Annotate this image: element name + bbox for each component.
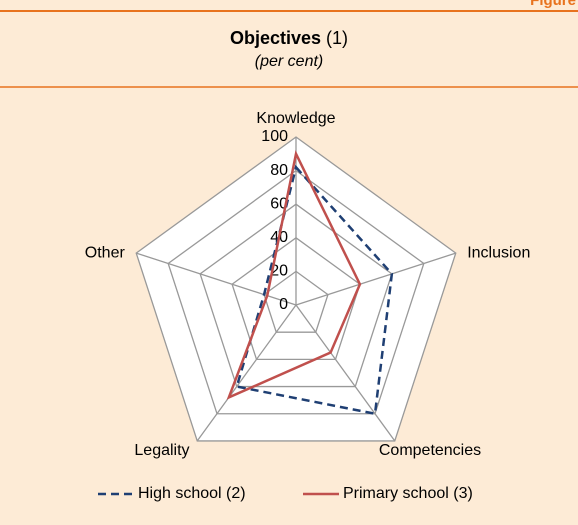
grid-ring xyxy=(135,136,457,442)
r-tick-label: 80 xyxy=(270,162,288,179)
grid-ring xyxy=(231,236,361,361)
series-line xyxy=(226,149,362,400)
legend-label: Primary school (3) xyxy=(343,485,473,502)
category-label: Inclusion xyxy=(467,244,530,261)
spoke xyxy=(136,252,297,306)
spoke xyxy=(295,252,456,306)
grid-ring xyxy=(199,203,393,388)
category-label: Legality xyxy=(134,442,189,459)
chart-title: Objectives (1) xyxy=(230,28,348,48)
spoke xyxy=(196,304,297,442)
series-line xyxy=(235,164,394,416)
r-tick-label: 20 xyxy=(270,263,288,280)
category-label: Other xyxy=(85,244,126,261)
legend-label: High school (2) xyxy=(138,485,246,502)
chart-subtitle: (per cent) xyxy=(255,53,323,70)
category-label: Knowledge xyxy=(256,110,335,127)
r-tick-label: 0 xyxy=(279,296,288,313)
grid-ring xyxy=(167,169,425,415)
title-note: (1) xyxy=(326,28,348,48)
figure-label: Figure xyxy=(530,0,576,9)
r-tick-label: 100 xyxy=(261,128,288,145)
title-main: Objectives xyxy=(230,28,321,48)
spoke xyxy=(295,304,396,442)
category-label: Competencies xyxy=(379,442,481,459)
r-tick-label: 60 xyxy=(270,195,288,212)
